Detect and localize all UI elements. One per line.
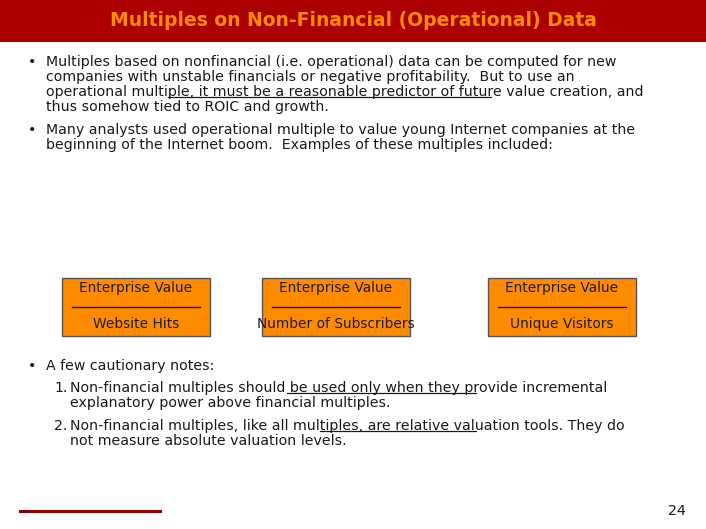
Text: 1.: 1. <box>54 381 67 395</box>
Text: thus somehow tied to ROIC and growth.: thus somehow tied to ROIC and growth. <box>46 100 329 114</box>
Text: explanatory power above financial multiples.: explanatory power above financial multip… <box>70 396 390 410</box>
Text: Unique Visitors: Unique Visitors <box>510 317 614 331</box>
Text: •: • <box>28 55 37 69</box>
Text: 24: 24 <box>668 504 686 518</box>
Text: A few cautionary notes:: A few cautionary notes: <box>46 359 215 373</box>
Text: Enterprise Value: Enterprise Value <box>505 281 618 295</box>
Bar <box>262 278 410 336</box>
Text: •: • <box>28 123 37 137</box>
Text: Many analysts used operational multiple to value young Internet companies at the: Many analysts used operational multiple … <box>46 123 635 137</box>
Text: not measure absolute valuation levels.: not measure absolute valuation levels. <box>70 434 347 448</box>
Bar <box>0 0 706 42</box>
Bar <box>62 278 210 336</box>
Text: Non-financial multiples, like all multiples, are relative valuation tools. They : Non-financial multiples, like all multip… <box>70 419 625 433</box>
Text: companies with unstable financials or negative profitability.  But to use an: companies with unstable financials or ne… <box>46 70 575 84</box>
Text: operational multiple, it must be a reasonable predictor of future value creation: operational multiple, it must be a reaso… <box>46 85 643 99</box>
Text: Enterprise Value: Enterprise Value <box>80 281 193 295</box>
Text: 2.: 2. <box>54 419 67 433</box>
Text: Website Hits: Website Hits <box>92 317 179 331</box>
Text: •: • <box>28 359 37 373</box>
Text: Multiples based on nonfinancial (i.e. operational) data can be computed for new: Multiples based on nonfinancial (i.e. op… <box>46 55 616 69</box>
Text: Enterprise Value: Enterprise Value <box>280 281 393 295</box>
Bar <box>488 278 636 336</box>
Text: Number of Subscribers: Number of Subscribers <box>257 317 415 331</box>
Text: Multiples on Non-Financial (Operational) Data: Multiples on Non-Financial (Operational)… <box>109 12 597 31</box>
Text: beginning of the Internet boom.  Examples of these multiples included:: beginning of the Internet boom. Examples… <box>46 138 553 152</box>
Text: Non-financial multiples should be used only when they provide incremental: Non-financial multiples should be used o… <box>70 381 607 395</box>
